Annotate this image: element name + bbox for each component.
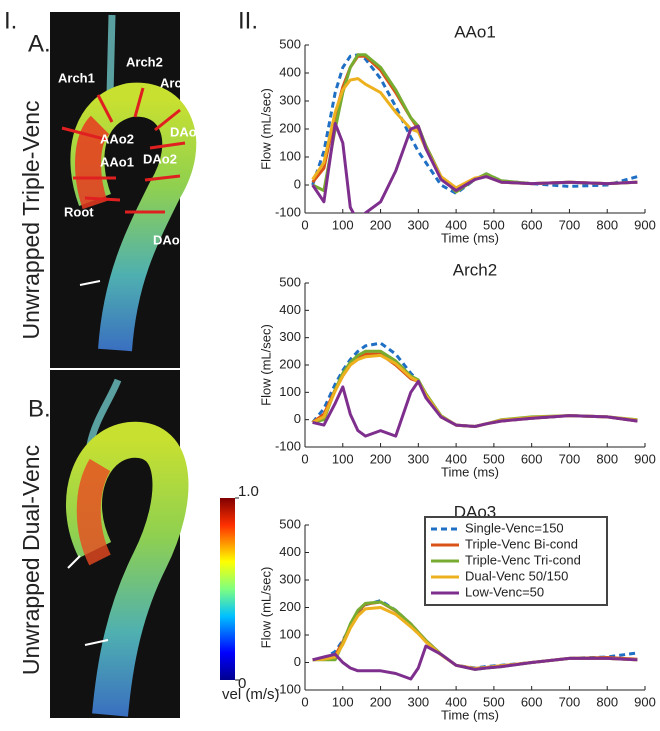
vessel-hot (76, 458, 111, 566)
x-tick-label: 500 (483, 217, 505, 232)
x-tick-label: 700 (559, 217, 581, 232)
segment-label: Arch3 (160, 75, 197, 90)
panel-label: I. (4, 7, 17, 34)
segment-label: AAo2 (100, 131, 134, 146)
legend-label: Triple-Venc Bi-cond (465, 536, 578, 551)
arrow (84, 639, 109, 646)
colorbar-label: vel (m/s) (222, 686, 280, 703)
y-tick-label: 0 (294, 411, 301, 426)
series-line (311, 121, 638, 213)
legend-label: Single-Venc=150 (465, 520, 564, 535)
panel-label: A. (28, 30, 51, 57)
colorbar-tick-label: 1.0 (238, 483, 259, 500)
x-tick-label: 400 (445, 694, 467, 709)
x-tick-label: 500 (483, 451, 505, 466)
vessel (86, 378, 122, 446)
x-axis-label: Time (ms) (441, 464, 499, 479)
y-tick-label: -100 (275, 681, 301, 696)
x-tick-label: 500 (483, 694, 505, 709)
series-line (311, 53, 638, 194)
x-tick-label: 900 (634, 217, 656, 232)
arrow (79, 280, 101, 286)
x-tick-label: 700 (559, 694, 581, 709)
y-tick-label: 500 (279, 516, 301, 531)
chart-title: Arch2 (453, 260, 497, 279)
panel-title: Unwrapped Triple-Venc (18, 100, 44, 339)
y-tick-label: 500 (279, 274, 301, 289)
series-line (312, 379, 638, 438)
segment-label: AAo1 (100, 154, 134, 169)
y-axis-label: Flow (mL/sec) (258, 567, 273, 649)
x-tick-label: 900 (634, 451, 656, 466)
x-axis-label: Time (ms) (441, 707, 499, 722)
colorbar-tick-label: 0 (238, 675, 246, 692)
x-tick-label: 100 (332, 694, 354, 709)
y-axis-label: Flow (mL/sec) (258, 324, 273, 406)
legend-label: Dual-Venc 50/150 (465, 568, 568, 583)
y-tick-label: 400 (279, 544, 301, 559)
x-axis-label: Time (ms) (441, 230, 499, 245)
x-tick-label: 900 (634, 694, 656, 709)
y-tick-label: 400 (279, 64, 301, 79)
x-tick-label: 300 (407, 694, 429, 709)
x-tick-label: 300 (407, 451, 429, 466)
x-tick-label: 100 (332, 217, 354, 232)
arrow (67, 555, 81, 569)
x-tick-label: 400 (445, 217, 467, 232)
y-tick-label: -100 (275, 438, 301, 453)
y-tick-label: 300 (279, 329, 301, 344)
panel-label: II. (238, 7, 258, 34)
y-tick-label: 200 (279, 120, 301, 135)
y-axis-label: Flow (mL/sec) (258, 88, 273, 170)
y-tick-label: 200 (279, 599, 301, 614)
y-tick-label: 300 (279, 571, 301, 586)
chart-title: AAo1 (454, 22, 496, 41)
x-tick-label: 0 (301, 451, 308, 466)
x-tick-label: 200 (370, 694, 392, 709)
vessel (106, 14, 116, 96)
series-line (311, 77, 638, 190)
x-tick-label: 700 (559, 451, 581, 466)
x-tick-label: 600 (521, 451, 543, 466)
colorbar (220, 498, 235, 680)
x-tick-label: 800 (596, 451, 618, 466)
panel-title: Unwrapped Dual-Venc (18, 445, 44, 675)
y-tick-label: 200 (279, 356, 301, 371)
segment-label: DAo3 (153, 232, 187, 247)
panel-label: B. (28, 395, 51, 422)
series-line (311, 54, 638, 193)
segment-label: DAo2 (143, 151, 177, 166)
x-tick-label: 200 (370, 217, 392, 232)
vessel-hot (75, 115, 111, 210)
segment-label: DAo1 (170, 124, 204, 139)
legend-label: Low-Venc=50 (465, 584, 544, 599)
x-tick-label: 0 (301, 694, 308, 709)
y-tick-label: 0 (294, 176, 301, 191)
x-tick-label: 600 (521, 217, 543, 232)
x-tick-label: 300 (407, 217, 429, 232)
y-tick-label: -100 (275, 204, 301, 219)
legend-label: Triple-Venc Tri-cond (465, 552, 581, 567)
x-tick-label: 600 (521, 694, 543, 709)
x-tick-label: 200 (370, 451, 392, 466)
segment-label: Arch2 (126, 54, 163, 69)
y-tick-label: 500 (279, 36, 301, 51)
x-tick-label: 800 (596, 217, 618, 232)
y-tick-label: 0 (294, 654, 301, 669)
y-tick-label: 300 (279, 92, 301, 107)
segment-label: Arch1 (58, 70, 95, 85)
y-tick-label: 100 (279, 148, 301, 163)
y-tick-label: 100 (279, 626, 301, 641)
x-tick-label: 100 (332, 451, 354, 466)
segment-label: Root (64, 204, 94, 219)
y-tick-label: 400 (279, 302, 301, 317)
segment-lines (61, 87, 186, 214)
y-tick-label: 100 (279, 384, 301, 399)
x-tick-label: 400 (445, 451, 467, 466)
x-tick-label: 0 (301, 217, 308, 232)
series-line (312, 644, 638, 681)
series-line (311, 53, 638, 195)
x-tick-label: 800 (596, 694, 618, 709)
